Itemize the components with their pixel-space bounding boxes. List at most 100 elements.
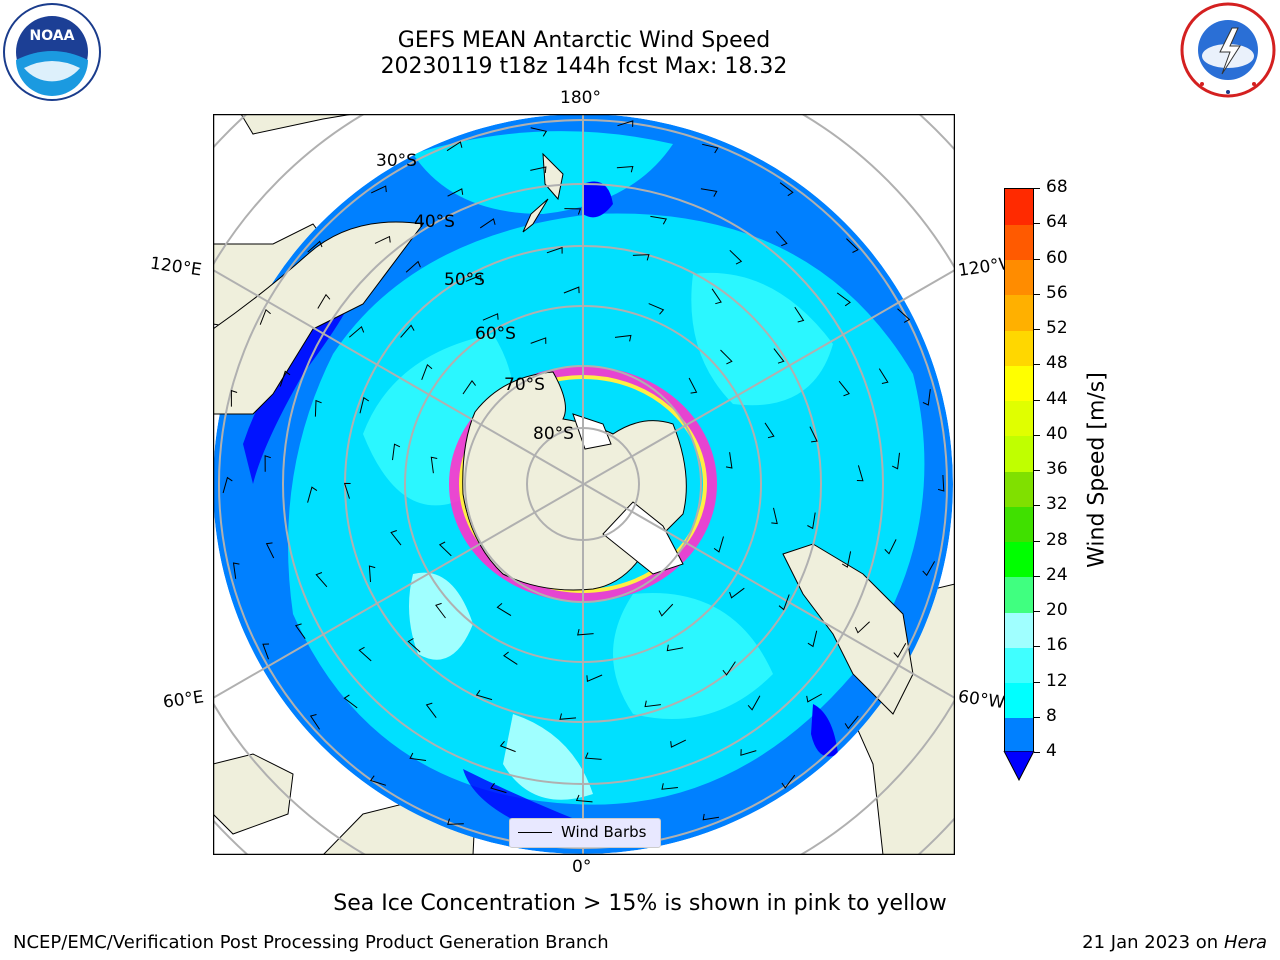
wind-barb bbox=[846, 238, 859, 253]
footer-host: Hera bbox=[1223, 932, 1267, 953]
wind-barb bbox=[559, 713, 577, 720]
wind-barb bbox=[430, 456, 438, 474]
wind-barb bbox=[644, 700, 661, 708]
colorbar-segment bbox=[1005, 717, 1033, 754]
colorbar-tick-mark bbox=[1034, 716, 1040, 718]
lon-label-120e: 120°E bbox=[148, 253, 203, 281]
colorbar-ticks: 4 8 12 16 20 24 28 32 36 40 44 48 52 56 60 64 68 bbox=[1034, 177, 1094, 761]
wind-barb bbox=[465, 274, 482, 282]
wind-barb bbox=[720, 349, 733, 365]
colorbar-segment bbox=[1005, 506, 1033, 542]
colorbar-segment bbox=[1005, 259, 1033, 296]
wind-barb bbox=[564, 208, 582, 215]
colorbar-tick-label: 32 bbox=[1046, 494, 1068, 515]
wind-barb bbox=[893, 643, 907, 658]
wind-barb bbox=[264, 455, 271, 472]
lon-label-60e: 60°E bbox=[161, 687, 206, 713]
wind-barb bbox=[725, 452, 733, 469]
wind-barb bbox=[482, 313, 499, 321]
colorbar-tick-mark bbox=[1034, 646, 1040, 648]
wind-barb bbox=[740, 749, 757, 756]
colorbar-tick-label: 36 bbox=[1046, 459, 1068, 479]
wind-barb bbox=[700, 188, 718, 197]
wind-barb bbox=[844, 715, 859, 730]
wind-barb bbox=[446, 141, 463, 152]
wind-barb bbox=[462, 379, 476, 395]
noaa-logo-icon: NOAA bbox=[3, 3, 101, 101]
colorbar-tick-mark bbox=[1034, 329, 1040, 330]
colorbar-tick-label: 8 bbox=[1046, 705, 1057, 726]
wind-barb bbox=[307, 240, 323, 253]
colorbar-tick-mark bbox=[1034, 188, 1040, 189]
wind-barb bbox=[807, 630, 818, 648]
lat-label-30s: 30°S bbox=[376, 151, 417, 171]
ross-ice-shelf bbox=[602, 501, 684, 575]
wind-barb bbox=[729, 249, 743, 265]
wind-barb bbox=[747, 695, 761, 711]
colorbar bbox=[1004, 188, 1034, 754]
colorbar-tick-label: 12 bbox=[1046, 670, 1068, 691]
colorbar-tick-mark bbox=[1034, 364, 1040, 366]
wind-barb bbox=[729, 587, 745, 599]
wind-barb bbox=[937, 474, 945, 492]
wind-barb bbox=[854, 621, 870, 634]
wind-barb bbox=[922, 561, 936, 577]
wind-barb bbox=[577, 628, 594, 636]
colorbar-tick-mark bbox=[1034, 399, 1040, 401]
wind-barb bbox=[616, 165, 634, 173]
wind-barb bbox=[348, 325, 365, 338]
wind-barb bbox=[222, 476, 233, 494]
noaa-logo: NOAA bbox=[2, 2, 102, 102]
colorbar-tick-label: 20 bbox=[1046, 600, 1068, 620]
wind-barb bbox=[650, 215, 667, 225]
wind-barb bbox=[499, 740, 516, 753]
wind-barb bbox=[368, 565, 376, 583]
colorbar-tick-label: 52 bbox=[1046, 318, 1068, 338]
wind-barb bbox=[666, 644, 684, 652]
footer-left: NCEP/EMC/Verification Post Processing Pr… bbox=[13, 932, 609, 953]
wind-barb bbox=[530, 127, 548, 137]
colorbar-segment bbox=[1005, 435, 1033, 472]
lon-label-180: 180° bbox=[560, 88, 601, 108]
wind-barb bbox=[771, 507, 778, 525]
lon-label-0: 0° bbox=[572, 857, 592, 877]
lat-label-50s: 50°S bbox=[444, 270, 485, 290]
colorbar-tick-label: 4 bbox=[1046, 741, 1057, 761]
wind-barb bbox=[670, 739, 687, 748]
wind-barb bbox=[702, 143, 719, 154]
map-panel bbox=[213, 114, 955, 855]
wind-barb bbox=[230, 389, 238, 407]
wind-barb bbox=[713, 536, 724, 553]
colorbar-tick-mark bbox=[1034, 540, 1040, 542]
wind-barb bbox=[314, 399, 322, 417]
wind-barb bbox=[884, 539, 897, 555]
footer-date: 21 Jan 2023 on bbox=[1082, 932, 1224, 953]
wind-barb bbox=[617, 120, 634, 127]
wind-barb bbox=[262, 643, 270, 660]
map-legend: Wind Barbs bbox=[509, 818, 661, 848]
wind-barb bbox=[807, 512, 816, 530]
colorbar-tick-label: 16 bbox=[1046, 635, 1068, 656]
land-africa bbox=[213, 753, 294, 835]
wind-barb bbox=[392, 443, 401, 461]
colorbar-segment bbox=[1005, 189, 1033, 225]
wind-barb bbox=[773, 348, 785, 364]
colorbar-tick-mark bbox=[1034, 575, 1040, 577]
wind-barb bbox=[575, 794, 593, 803]
colorbar-segment bbox=[1005, 365, 1033, 401]
land-nz-north bbox=[542, 152, 564, 201]
wind-barb bbox=[841, 551, 852, 568]
wind-barb bbox=[374, 235, 391, 244]
wind-barb bbox=[838, 380, 850, 397]
colorbar-tick-mark bbox=[1034, 223, 1040, 225]
colorbar-segment bbox=[1005, 294, 1033, 331]
wind-barb bbox=[530, 337, 547, 344]
wind-barb bbox=[809, 426, 818, 443]
wind-barb bbox=[806, 693, 823, 703]
wind-barb bbox=[897, 308, 911, 323]
wind-barb bbox=[447, 818, 464, 825]
land-nz-south bbox=[522, 198, 549, 233]
wind-barb bbox=[259, 308, 271, 325]
wind-barb bbox=[702, 813, 720, 821]
colorbar-tick-label: 44 bbox=[1046, 388, 1068, 409]
